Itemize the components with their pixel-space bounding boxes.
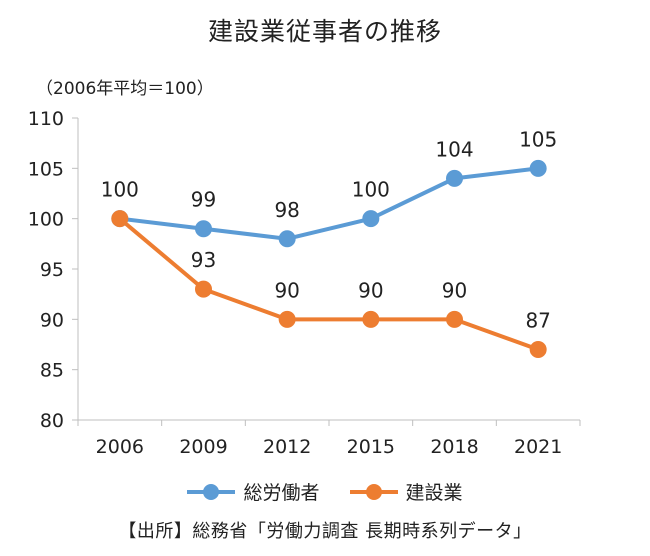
x-tick-label-2015: 2015 — [347, 436, 395, 458]
data-point-s1-2021 — [529, 341, 547, 359]
legend-label-construction: 建設業 — [405, 482, 463, 504]
data-point-s0-2018 — [446, 169, 463, 187]
chart-title: 建設業従事者の推移 — [207, 17, 442, 46]
x-tick-label-2009: 2009 — [179, 436, 227, 458]
data-label-s1-2018: 90 — [442, 278, 467, 302]
x-tick-label-2006: 2006 — [96, 436, 144, 458]
data-point-s1-2006 — [111, 210, 129, 228]
data-label-s0-2009: 99 — [191, 188, 216, 212]
y-tick-label-110: 110 — [28, 108, 64, 130]
data-point-s0-2021 — [529, 159, 547, 177]
data-point-s1-2015 — [362, 310, 380, 328]
x-tick-label-2018: 2018 — [430, 436, 478, 458]
y-tick-label-80: 80 — [40, 410, 64, 432]
legend-label-total-workers: 総労働者 — [243, 482, 320, 504]
source-note: 【出所】総務省「労働力調査 長期時系列データ」 — [118, 521, 532, 542]
x-tick-label-2021: 2021 — [514, 436, 562, 458]
data-label-s1-2015: 90 — [358, 278, 383, 302]
series-line-1 — [117, 216, 541, 352]
series-line-0 — [117, 166, 541, 241]
legend-swatch-total-workers — [187, 483, 236, 500]
data-point-s0-2009 — [195, 220, 212, 238]
y-tick-label-85: 85 — [40, 360, 64, 382]
y-tick-label-95: 95 — [40, 259, 64, 281]
legend-item-total-workers: 総労働者 — [187, 478, 320, 505]
data-label-s0-2021: 105 — [519, 127, 557, 151]
data-label-s0-2006: 100 — [101, 178, 139, 202]
data-point-s0-2015 — [362, 210, 380, 228]
legend: 総労働者 建設業 — [0, 478, 650, 505]
data-label-s1-2012: 90 — [274, 278, 299, 302]
data-point-s1-2009 — [195, 280, 212, 298]
data-point-s1-2018 — [446, 310, 463, 328]
legend-swatch-construction — [349, 483, 398, 500]
data-point-s0-2012 — [278, 230, 296, 248]
data-point-s1-2012 — [278, 310, 296, 328]
data-label-s1-2009: 93 — [191, 248, 216, 272]
y-tick-label-100: 100 — [28, 209, 64, 231]
data-label-s1-2021: 87 — [525, 309, 550, 333]
unit-label: （2006年平均＝100） — [36, 79, 214, 99]
data-label-s0-2018: 104 — [435, 137, 473, 161]
legend-item-construction: 建設業 — [349, 478, 463, 505]
data-label-s0-2012: 98 — [274, 198, 299, 222]
y-tick-label-90: 90 — [40, 309, 64, 331]
y-tick-label-105: 105 — [28, 158, 64, 180]
x-tick-label-2012: 2012 — [263, 436, 311, 458]
data-label-s0-2015: 100 — [352, 178, 390, 202]
